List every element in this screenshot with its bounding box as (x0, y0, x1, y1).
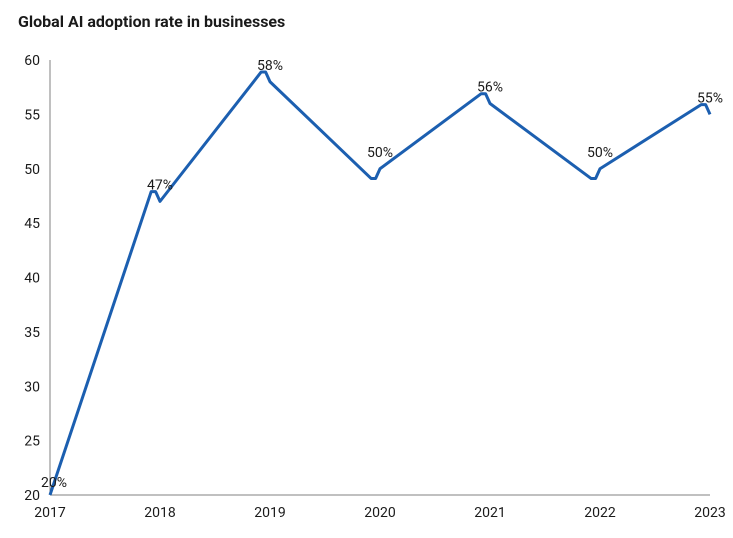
data-label: 20% (41, 475, 67, 491)
line-chart: 20 25 30 35 40 45 50 55 60 2017 2018 2019 2020 2021 20… (0, 0, 733, 538)
y-tick-label: 50 (24, 162, 40, 178)
y-tick-label: 30 (24, 379, 40, 395)
data-label: 47% (147, 177, 173, 193)
x-tick-label: 2023 (694, 505, 725, 521)
x-tick-label: 2021 (474, 505, 505, 521)
chart-container: Global AI adoption rate in businesses 20… (0, 0, 733, 538)
y-tick-label: 40 (24, 271, 40, 287)
y-tick-label: 25 (24, 434, 40, 450)
x-tick-label: 2019 (254, 505, 285, 521)
y-tick-label: 35 (24, 325, 40, 341)
chart-title: Global AI adoption rate in businesses (18, 12, 285, 31)
data-label: 56% (477, 80, 503, 96)
y-tick-label: 60 (24, 53, 40, 69)
data-label: 50% (587, 145, 613, 161)
y-tick-label: 20 (24, 488, 40, 504)
x-tick-label: 2017 (34, 505, 66, 521)
y-tick-label: 55 (24, 107, 40, 123)
data-label: 55% (697, 90, 723, 106)
data-label: 58% (257, 58, 283, 74)
x-tick-label: 2022 (584, 505, 616, 521)
y-tick-label: 45 (24, 216, 40, 232)
x-tick-label: 2020 (364, 505, 396, 521)
series-line (50, 72, 710, 495)
x-tick-label: 2018 (144, 505, 176, 521)
data-label: 50% (367, 145, 393, 161)
